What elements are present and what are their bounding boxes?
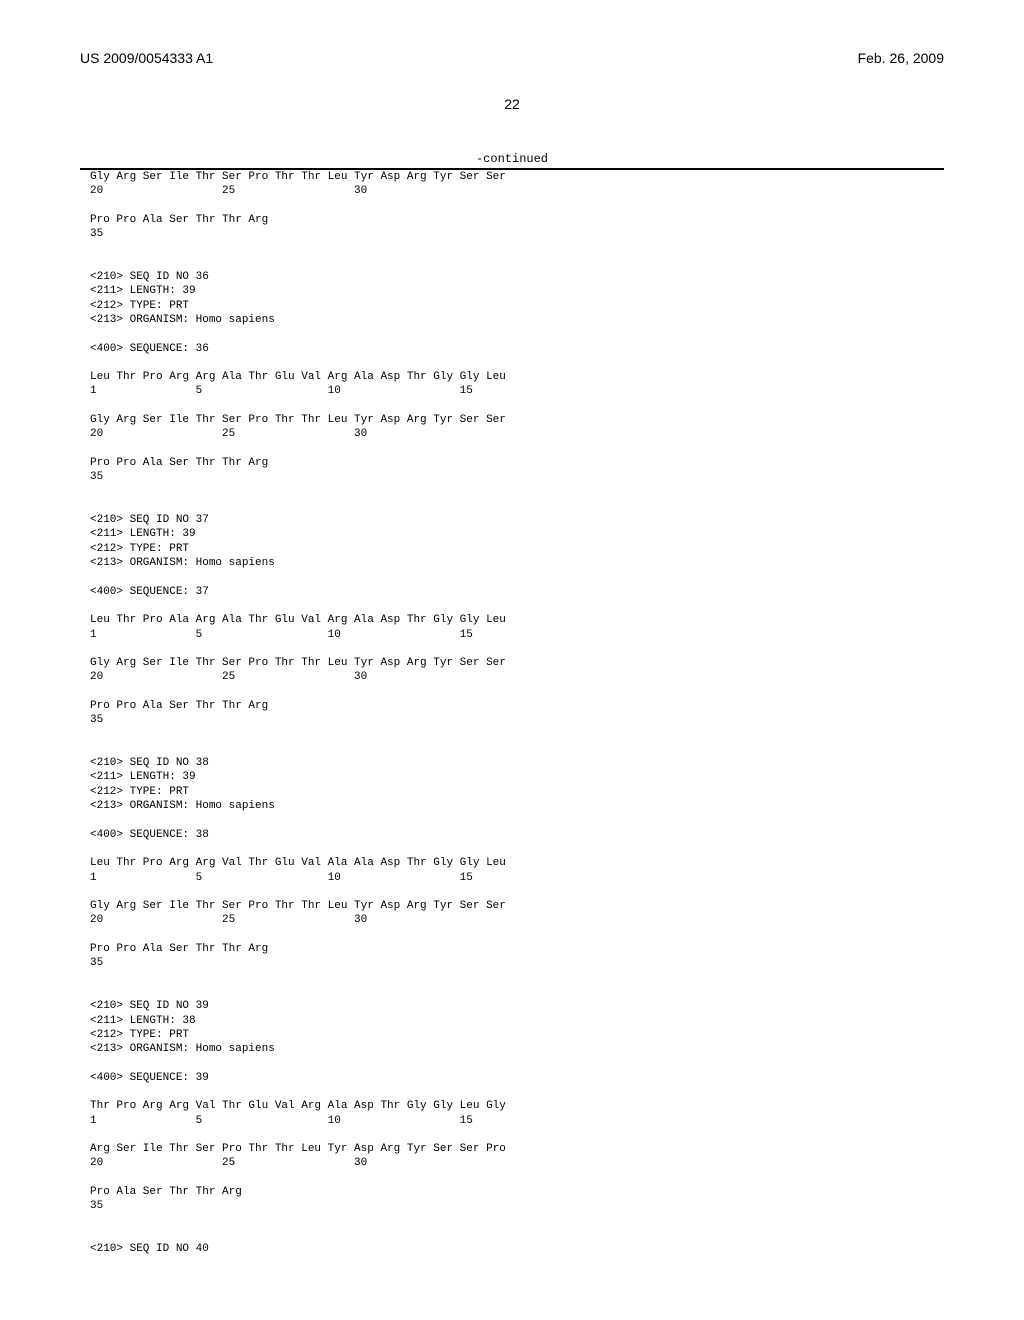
patent-page: US 2009/0054333 A1 Feb. 26, 2009 22 -con… xyxy=(0,0,1024,1320)
continued-label: -continued xyxy=(80,152,944,166)
page-header: US 2009/0054333 A1 Feb. 26, 2009 xyxy=(80,50,944,66)
sequence-listing: Gly Arg Ser Ile Thr Ser Pro Thr Thr Leu … xyxy=(80,170,944,1257)
publication-date: Feb. 26, 2009 xyxy=(858,50,944,66)
publication-number: US 2009/0054333 A1 xyxy=(80,50,213,66)
page-number: 22 xyxy=(80,96,944,112)
